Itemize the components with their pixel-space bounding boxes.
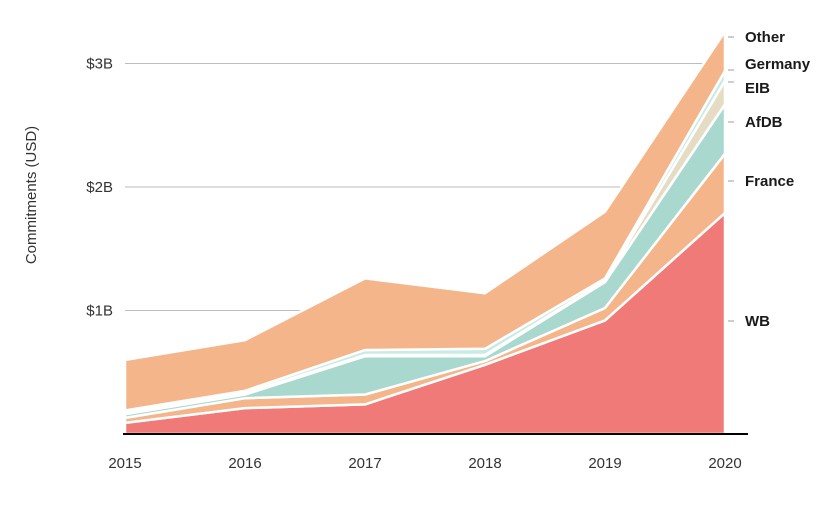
series-label-other: Other — [745, 29, 785, 46]
y-tick-label: $1B — [86, 303, 113, 320]
x-tick-label-2016: 2016 — [228, 455, 261, 472]
x-tick-label-2020: 2020 — [708, 455, 741, 472]
y-axis-title: Commitments (USD) — [23, 126, 40, 264]
area-series — [123, 30, 727, 436]
x-tick-label-2019: 2019 — [588, 455, 621, 472]
series-label-eib: EIB — [745, 80, 770, 97]
y-axis-ticks: $1B $2B $3B — [86, 56, 113, 320]
series-label-wb: WB — [745, 313, 770, 330]
x-tick-label-2015: 2015 — [108, 455, 141, 472]
x-tick-label-2017: 2017 — [348, 455, 381, 472]
y-tick-label: $2B — [86, 179, 113, 196]
area-other — [123, 30, 727, 412]
x-axis-ticks: 2015 2016 2017 2018 2019 2020 — [108, 455, 741, 472]
x-tick-label-2018: 2018 — [468, 455, 501, 472]
series-label-germany: Germany — [745, 56, 811, 73]
series-label-afdb: AfDB — [745, 114, 783, 131]
series-label-france: France — [745, 173, 794, 190]
series-labels: WB France AfDB EIB Germany Other — [728, 29, 811, 330]
y-tick-label: $3B — [86, 56, 113, 73]
